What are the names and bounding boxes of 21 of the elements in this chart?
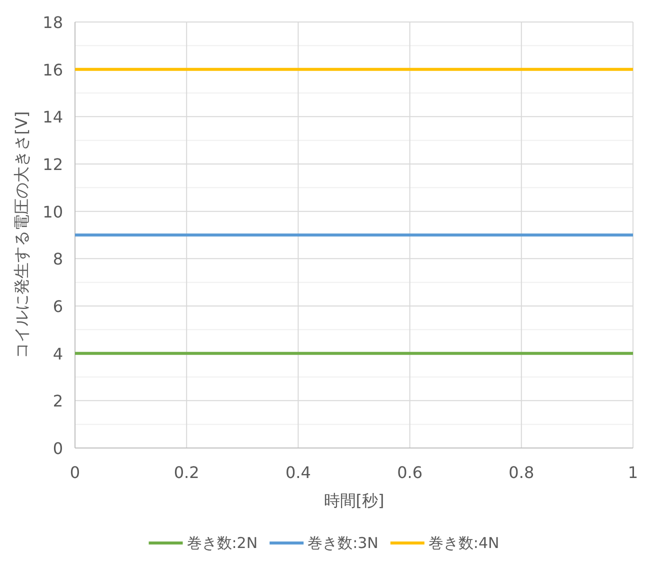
legend-label: 巻き数:4N — [428, 534, 500, 552]
legend-label: 巻き数:2N — [186, 534, 258, 552]
x-tick-label: 0.4 — [285, 463, 311, 482]
legend-label: 巻き数:3N — [308, 534, 378, 552]
y-tick-label: 6 — [52, 297, 63, 316]
y-tick-label: 16 — [42, 60, 63, 80]
x-tick-label: 1 — [628, 463, 638, 482]
x-tick-label: 0.6 — [397, 463, 423, 482]
x-axis-title: 時間[秒] — [324, 491, 384, 510]
y-tick-label: 18 — [42, 13, 63, 32]
x-tick-label: 0.8 — [508, 463, 534, 482]
y-tick-label: 12 — [42, 155, 63, 174]
x-tick-label: 0 — [70, 463, 80, 482]
y-axis-title: コイルに発生する電圧の大きさ[V] — [12, 111, 31, 359]
x-tick-label: 0.2 — [174, 463, 200, 482]
y-tick-label: 2 — [52, 392, 63, 411]
y-tick-label: 10 — [42, 202, 63, 222]
y-tick-label: 0 — [52, 439, 63, 458]
y-tick-label: 4 — [52, 344, 63, 364]
y-tick-label: 14 — [42, 108, 63, 127]
y-tick-label: 8 — [52, 250, 63, 269]
